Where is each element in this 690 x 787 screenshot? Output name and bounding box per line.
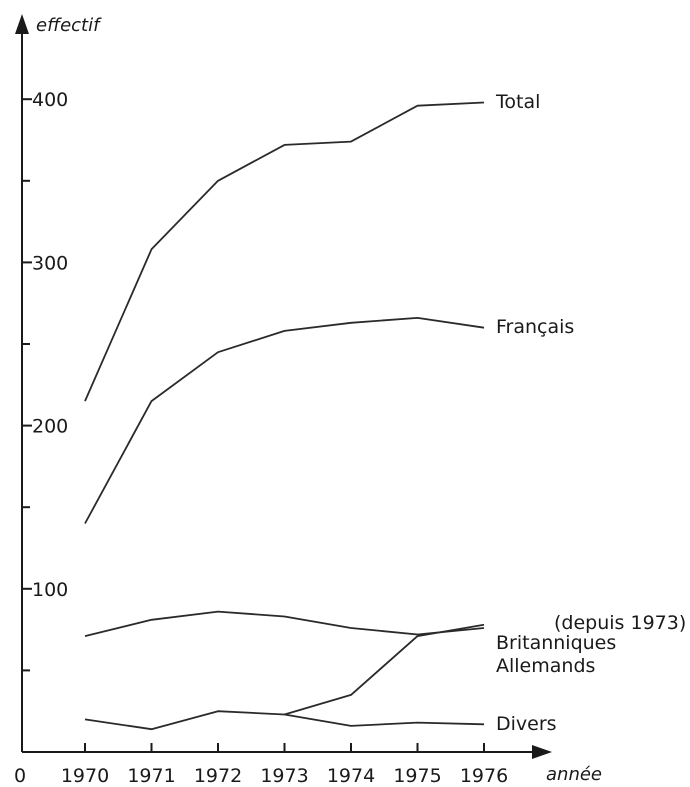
series-line-allemands: [284, 623, 485, 716]
ticks: [22, 98, 485, 752]
labels: effectif année 0 100 200 300 400 1970 1971 1972 19…: [14, 15, 686, 787]
y-tick-label: 100: [32, 579, 68, 601]
x-tick-label: 1975: [393, 765, 441, 787]
series-line-divers: [84, 710, 485, 731]
series-line-total: [84, 101, 485, 402]
x-axis-arrow-icon: [532, 745, 552, 759]
axes: [15, 14, 552, 759]
series-label: Français: [496, 316, 574, 338]
series-label: Total: [495, 91, 540, 113]
series-line-britanniques: [84, 610, 485, 637]
series-line-franais: [84, 316, 485, 524]
y-axis-title: effectif: [36, 15, 102, 36]
series-label: Divers: [496, 713, 557, 735]
x-tick-label: 1971: [127, 765, 175, 787]
series-label: Britanniques: [496, 632, 616, 654]
x-tick-label: 1974: [327, 765, 375, 787]
origin-label: 0: [14, 765, 26, 787]
y-tick-label: 300: [32, 252, 68, 274]
series-label: Allemands: [496, 655, 595, 677]
x-tick-label: 1970: [61, 765, 109, 787]
annotation-label: (depuis 1973): [554, 612, 686, 634]
x-tick-label: 1976: [460, 765, 508, 787]
y-axis-arrow-icon: [15, 14, 29, 34]
y-tick-label: 200: [32, 416, 68, 438]
y-tick-label: 400: [32, 89, 68, 111]
x-tick-label: 1973: [260, 765, 308, 787]
x-axis-title: année: [546, 764, 602, 785]
x-tick-label: 1972: [194, 765, 242, 787]
series-lines: [84, 101, 485, 731]
